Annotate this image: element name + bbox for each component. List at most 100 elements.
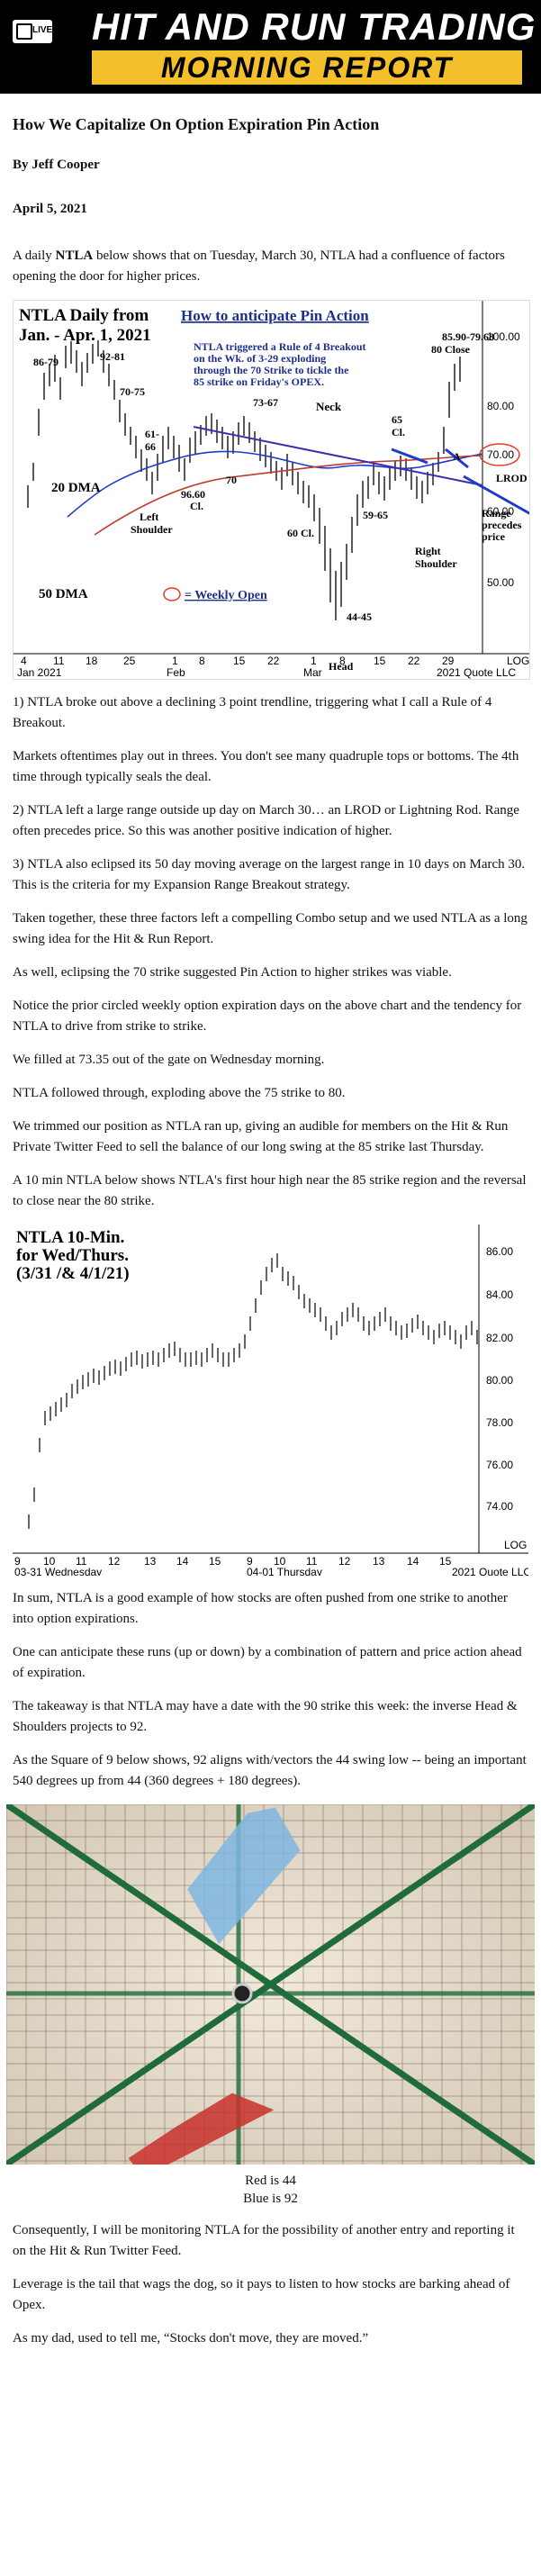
label-66: 66 [145,440,156,453]
ntla-daily-chart: 100.00 80.00 70.00 60.00 50.00 NTLA Dail… [13,300,536,680]
x-tick-2: 18 [86,655,98,667]
y-tick-70: 70.00 [487,448,514,461]
paragraph-4: 2) NTLA left a large range outside up da… [13,803,519,838]
label-44-45: 44-45 [347,610,372,623]
article-title: How We Capitalize On Option Expiration P… [13,115,380,133]
chart1-log: LOG [507,655,529,667]
y-tick-60: 60.00 [487,505,514,518]
x2-date-2: 04-01 Thursday [247,1566,322,1576]
blue-pointer [187,1807,301,1945]
label-20-dma: 20 DMA [51,481,101,495]
arrow-65-close [391,447,428,465]
paragraph-17: Consequently, I will be monitoring NTLA … [13,2223,515,2258]
x-tick-7: 22 [267,655,280,667]
arrow-lrod [463,475,536,519]
center-pin-icon [231,1983,253,2004]
paragraph-10: NTLA followed through, exploding above t… [13,1086,346,1100]
y-tick-80: 80.00 [487,400,514,412]
y2-tick-78: 78.00 [486,1416,513,1429]
paragraph-18: Leverage is the tail that wags the dog, … [13,2277,510,2312]
chart1-title-line1: NTLA Daily from [19,306,149,325]
x2-tick-1: 10 [43,1555,56,1568]
x2-tick-10: 12 [338,1555,351,1568]
20-dma-line [67,450,483,518]
article-author: By Jeff Cooper [13,158,100,172]
ntla-daily-chart-svg: 100.00 80.00 70.00 60.00 50.00 NTLA Dail… [14,301,536,679]
paragraph-11: We trimmed our position as NTLA ran up, … [13,1119,509,1154]
x-tick-5: 8 [199,655,205,667]
chart1-note-2: on the Wk. of 3-29 exploding [194,352,326,365]
x-tick-3: 25 [123,655,136,667]
ntla-10min-chart-svg: NTLA 10-Min. for Wed/Thurs. (3/31 /& 4/1… [13,1225,531,1578]
x-month-feb: Feb [167,666,185,679]
label-shoulder-left: Shoulder [131,523,173,536]
paragraph-6: Taken together, these three factors left… [13,911,527,946]
square-of-9-svg [5,1802,536,2178]
y2-tick-74: 74.00 [486,1500,513,1513]
chart1-heading: How to anticipate Pin Action [181,307,369,324]
label-price: price [482,530,506,543]
paragraph-19: As my dad, used to tell me, “Stocks don'… [13,2331,369,2346]
chart2-title-line3: (3/31 /& 4/1/21) [16,1264,130,1283]
chart2-title-line2: for Wed/Thurs. [16,1246,129,1265]
y-tick-100: 100.00 [487,330,520,343]
x-month-mar: Mar [303,666,322,679]
chart2-title-line1: NTLA 10-Min. [16,1228,124,1247]
label-65: 65 [392,413,402,426]
x2-tick-4: 13 [144,1555,157,1568]
chart1-title-line2: Jan. - Apr. 1, 2021 [19,326,151,345]
chart1-note-1: NTLA triggered a Rule of 4 Breakout [194,340,366,353]
live-logo: LIVE [13,20,52,43]
x-tick-11: 22 [408,655,420,667]
label-61: 61- [145,428,159,440]
x2-tick-13: 15 [439,1555,452,1568]
article-date: April 5, 2021 [13,202,87,216]
chart2-y-axis: 86.00 84.00 82.00 80.00 78.00 76.00 74.0… [486,1245,513,1513]
label-50-dma: 50 DMA [39,587,88,601]
legend-weekly-open: = Weekly Open [185,589,267,602]
x-month-jan: Jan 2021 [17,666,62,679]
label-70-75: 70-75 [120,385,145,398]
tv-icon [16,23,32,40]
x-tick-9: 8 [339,655,346,667]
chart1-quote: Quote LLC [464,666,516,679]
x2-tick-3: 12 [108,1555,121,1568]
x2-tick-11: 13 [373,1555,385,1568]
label-73-67: 73-67 [253,396,278,409]
article: How We Capitalize On Option Expiration P… [0,115,541,2349]
x-tick-0: 4 [21,655,27,667]
report-banner: LIVE HIT AND RUN TRADING MORNING REPORT [0,0,541,94]
arrow-a [445,447,469,469]
label-precedes: precedes [482,519,522,531]
ten-min-price-bars [28,1253,478,1529]
x2-tick-6: 15 [209,1555,221,1568]
banner-title: HIT AND RUN TRADING [92,5,536,48]
x-tick-12: 29 [442,655,455,667]
red-pointer [128,2092,275,2178]
paragraph-1-text: A daily NTLA below shows that on Tuesday… [13,249,505,284]
paragraph-5: 3) NTLA also eclipsed its 50 day moving … [13,857,526,892]
label-85-90: 85.90-79.68 [442,330,494,343]
paragraph-15: The takeaway is that NTLA may have a dat… [13,1699,518,1734]
x2-tick-9: 11 [306,1555,318,1568]
paragraph-7: As well, eclipsing the 70 strike suggest… [13,965,452,980]
label-range: Range [482,507,511,520]
page: LIVE HIT AND RUN TRADING MORNING REPORT … [0,0,541,2349]
x2-tick-7: 9 [247,1555,253,1568]
y2-tick-86: 86.00 [486,1245,513,1258]
x-tick-10: 15 [374,655,386,667]
caption-red: Red is 44 [245,2174,296,2188]
banner-subtitle: MORNING REPORT [92,50,522,85]
chart2-log: LOG [504,1539,527,1551]
label-left: Left [140,511,158,523]
x2-tick-5: 14 [176,1555,189,1568]
caption-blue: Blue is 92 [243,2192,298,2206]
paragraph-14: One can anticipate these runs (up or dow… [13,1645,522,1680]
chart2-quote: 2021 Quote LLC [452,1566,528,1576]
label-60-cl: 60 Cl. [287,527,314,539]
label-lrod: LROD [496,472,527,484]
chart1-x-axis: 4 11 18 25 1 8 15 22 1 8 15 22 29 Jan 20… [17,655,529,679]
label-cl-2: Cl. [392,426,405,438]
x2-tick-0: 9 [14,1555,21,1568]
chart2-x-axis: 9 10 11 12 13 14 15 9 10 11 12 13 14 15 … [14,1539,531,1578]
